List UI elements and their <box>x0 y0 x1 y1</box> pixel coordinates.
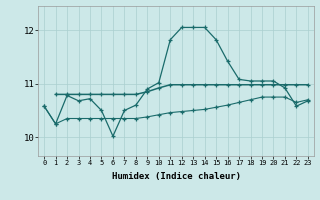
X-axis label: Humidex (Indice chaleur): Humidex (Indice chaleur) <box>111 172 241 181</box>
